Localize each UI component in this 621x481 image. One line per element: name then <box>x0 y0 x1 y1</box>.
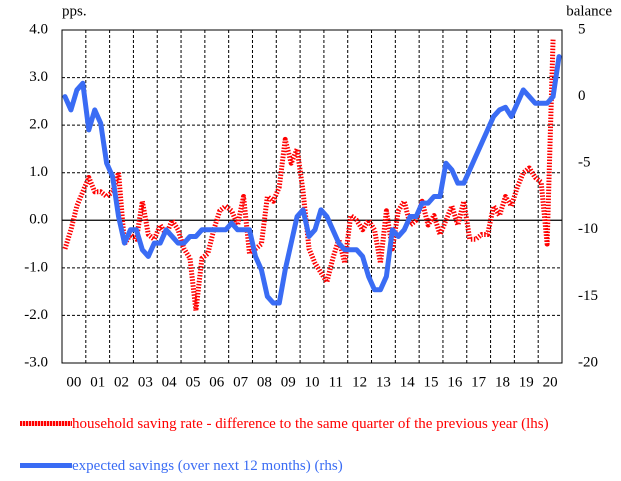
x-tick-label: 01 <box>90 374 105 390</box>
y-tick-label: -3.0 <box>24 354 48 370</box>
y-axis-title: pps. <box>62 3 87 19</box>
x-tick-label: 02 <box>114 374 129 390</box>
x-tick-label: 19 <box>519 374 534 390</box>
x-tick-label: 12 <box>352 374 367 390</box>
x-tick-label: 07 <box>233 374 249 390</box>
x-tick-label: 09 <box>281 374 296 390</box>
y2-tick-label: -5 <box>578 155 591 171</box>
y2-tick-label: 5 <box>578 21 586 37</box>
legend-label: expected savings (over next 12 months) (… <box>72 458 343 474</box>
y2-tick-label: 0 <box>578 88 586 104</box>
y-tick-label: -2.0 <box>24 307 48 323</box>
x-tick-label: 11 <box>329 374 343 390</box>
y-tick-label: 3.0 <box>29 69 48 85</box>
x-tick-label: 10 <box>305 374 320 390</box>
x-tick-label: 14 <box>400 374 416 390</box>
x-tick-label: 06 <box>209 374 225 390</box>
x-tick-label: 20 <box>543 374 558 390</box>
chart: pps. balance -3.0 -2.0 -1.0 0.0 1.0 2.0 3.0 4.0… <box>24 3 612 390</box>
y-tick-label: 0.0 <box>29 212 48 228</box>
x-tick-label: 08 <box>257 374 272 390</box>
x-tick-label: 17 <box>471 374 487 390</box>
y-tick-label: 4.0 <box>29 21 48 37</box>
legend-label: household saving rate - difference to th… <box>72 416 549 432</box>
y-tick-label: 2.0 <box>29 117 48 133</box>
x-tick-label: 03 <box>138 374 153 390</box>
x-tick-label: 05 <box>185 374 200 390</box>
y2-axis-title: balance <box>566 3 612 19</box>
x-tick-label: 04 <box>162 374 178 390</box>
data-line <box>62 54 562 306</box>
legend-swatch <box>20 456 72 476</box>
legend-item: expected savings (over next 12 months) (… <box>20 456 610 476</box>
data-line <box>62 39 556 314</box>
y-tick-label: 1.0 <box>29 164 48 180</box>
plot-frame <box>61 29 563 364</box>
x-tick-label: 15 <box>424 374 439 390</box>
legend-item: household saving rate - difference to th… <box>20 414 610 434</box>
y2-tick-label: -15 <box>578 288 598 304</box>
legend-swatch <box>20 414 72 434</box>
x-tick-label: 16 <box>447 374 463 390</box>
x-tick-label: 18 <box>495 374 510 390</box>
y2-tick-label: -20 <box>578 354 598 370</box>
y-tick-label: -1.0 <box>24 259 48 275</box>
x-tick-label: 13 <box>376 374 391 390</box>
y2-tick-label: -10 <box>578 221 598 237</box>
x-tick-label: 00 <box>66 374 81 390</box>
